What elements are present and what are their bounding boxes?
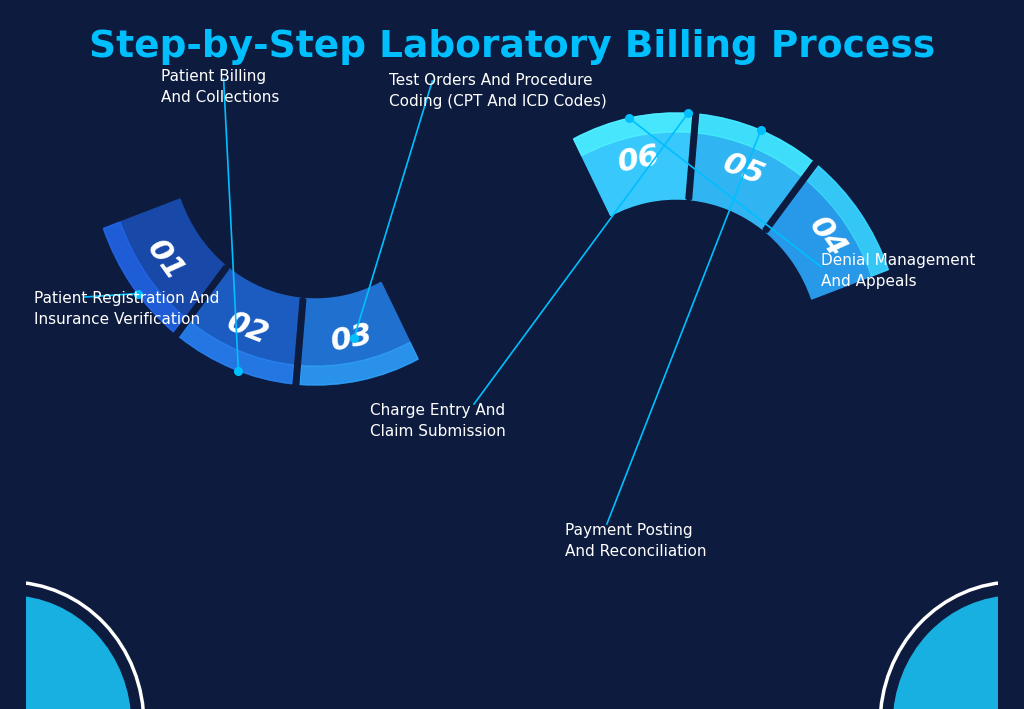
- Wedge shape: [180, 269, 301, 384]
- Text: 01: 01: [141, 235, 189, 286]
- Wedge shape: [807, 166, 888, 276]
- Wedge shape: [103, 222, 184, 332]
- Text: Patient Billing
And Collections: Patient Billing And Collections: [161, 69, 280, 106]
- Text: Denial Management
And Appeals: Denial Management And Appeals: [821, 252, 976, 289]
- Text: 02: 02: [223, 307, 273, 350]
- Wedge shape: [573, 113, 692, 156]
- Text: Step-by-Step Laboratory Billing Process: Step-by-Step Laboratory Billing Process: [89, 29, 935, 65]
- Text: 05: 05: [719, 148, 769, 191]
- Wedge shape: [691, 114, 812, 230]
- Text: 03: 03: [329, 320, 376, 357]
- Wedge shape: [697, 114, 812, 176]
- Text: 04: 04: [803, 212, 851, 264]
- Text: Test Orders And Procedure
Coding (CPT And ICD Codes): Test Orders And Procedure Coding (CPT An…: [389, 73, 606, 109]
- Text: 06: 06: [615, 142, 663, 179]
- Wedge shape: [300, 342, 418, 385]
- Text: Charge Entry And
Claim Submission: Charge Entry And Claim Submission: [370, 403, 506, 440]
- Circle shape: [893, 596, 1024, 709]
- Wedge shape: [767, 166, 888, 299]
- Wedge shape: [180, 322, 294, 384]
- Text: Payment Posting
And Reconciliation: Payment Posting And Reconciliation: [565, 523, 707, 559]
- Wedge shape: [300, 282, 418, 385]
- Wedge shape: [103, 199, 225, 332]
- Text: Patient Registration And
Insurance Verification: Patient Registration And Insurance Verif…: [34, 291, 219, 328]
- Wedge shape: [573, 113, 692, 216]
- Circle shape: [0, 596, 131, 709]
